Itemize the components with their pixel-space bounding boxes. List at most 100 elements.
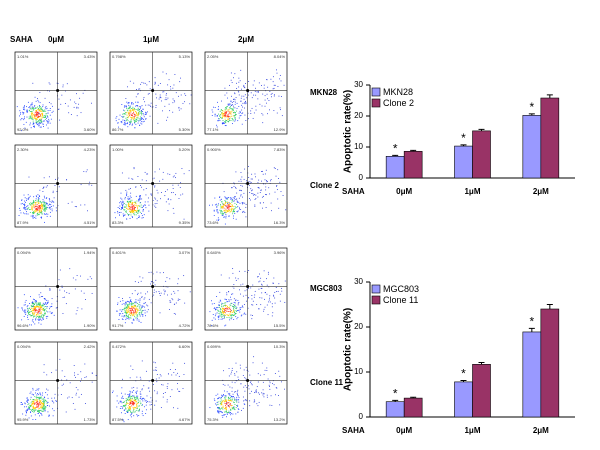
event-dot bbox=[32, 199, 34, 201]
event-dot bbox=[213, 308, 215, 309]
event-dot bbox=[172, 188, 174, 189]
event-dot bbox=[222, 312, 224, 314]
event-dot bbox=[42, 115, 44, 116]
event-dot bbox=[236, 405, 237, 407]
event-dot bbox=[57, 82, 59, 84]
event-dot bbox=[225, 308, 227, 310]
event-dot bbox=[133, 397, 135, 399]
event-dot bbox=[23, 107, 25, 109]
event-dot bbox=[37, 304, 39, 306]
event-dot bbox=[230, 405, 232, 407]
event-dot bbox=[245, 366, 247, 368]
event-dot bbox=[142, 404, 143, 406]
event-dot bbox=[36, 118, 37, 120]
event-dot bbox=[59, 289, 61, 291]
event-dot bbox=[236, 107, 238, 109]
event-dot bbox=[220, 318, 222, 320]
event-dot bbox=[74, 372, 75, 374]
event-dot bbox=[58, 98, 60, 100]
event-dot bbox=[134, 311, 136, 313]
event-dot bbox=[276, 387, 278, 389]
event-dot bbox=[36, 398, 38, 400]
event-dot bbox=[234, 373, 236, 375]
event-dot bbox=[225, 202, 226, 204]
event-dot bbox=[33, 114, 35, 116]
bar bbox=[403, 151, 423, 179]
event-dot bbox=[43, 314, 45, 316]
event-dot bbox=[176, 388, 178, 390]
event-dot bbox=[228, 109, 230, 111]
event-dot bbox=[25, 411, 27, 413]
event-dot bbox=[50, 204, 52, 206]
event-dot bbox=[136, 112, 138, 114]
event-dot bbox=[46, 197, 48, 199]
event-dot bbox=[55, 307, 57, 309]
event-dot bbox=[131, 397, 133, 399]
event-dot bbox=[222, 400, 224, 402]
event-dot bbox=[268, 301, 270, 303]
event-dot bbox=[32, 212, 34, 214]
event-dot bbox=[41, 213, 43, 215]
event-dot bbox=[128, 306, 130, 308]
event-dot bbox=[225, 395, 227, 397]
event-dot bbox=[47, 127, 49, 129]
event-dot bbox=[126, 208, 128, 210]
event-dot bbox=[120, 400, 122, 402]
event-dot bbox=[126, 218, 128, 220]
event-dot bbox=[43, 401, 44, 403]
event-dot bbox=[35, 100, 37, 102]
event-dot bbox=[137, 93, 139, 95]
event-dot bbox=[162, 91, 164, 93]
event-dot bbox=[135, 96, 137, 98]
event-dot bbox=[136, 311, 138, 313]
event-dot bbox=[135, 113, 137, 115]
event-dot bbox=[46, 203, 48, 205]
event-dot bbox=[51, 105, 53, 107]
event-dot bbox=[30, 310, 32, 312]
event-dot bbox=[33, 305, 35, 307]
event-dot bbox=[225, 120, 227, 122]
event-dot bbox=[126, 210, 127, 212]
event-dot bbox=[129, 297, 131, 299]
event-dot bbox=[233, 314, 235, 316]
gate-center bbox=[151, 285, 155, 289]
event-dot bbox=[237, 302, 239, 304]
event-dot bbox=[251, 189, 253, 191]
event-dot bbox=[19, 209, 21, 211]
event-dot bbox=[32, 318, 34, 320]
event-dot bbox=[129, 106, 131, 108]
event-dot bbox=[136, 410, 138, 411]
event-dot bbox=[32, 387, 34, 389]
event-dot bbox=[121, 397, 123, 399]
event-dot bbox=[238, 180, 240, 182]
event-dot bbox=[227, 109, 229, 111]
event-dot bbox=[20, 404, 22, 406]
event-dot bbox=[64, 90, 66, 92]
event-dot bbox=[34, 303, 35, 305]
event-dot bbox=[215, 394, 217, 396]
event-dot bbox=[228, 300, 230, 302]
event-dot bbox=[32, 216, 34, 218]
event-dot bbox=[172, 98, 174, 100]
event-dot bbox=[238, 112, 240, 114]
event-dot bbox=[266, 79, 268, 80]
event-dot bbox=[116, 116, 118, 118]
event-dot bbox=[53, 314, 55, 316]
event-dot bbox=[253, 80, 255, 82]
event-dot bbox=[39, 304, 41, 306]
event-dot bbox=[230, 299, 232, 301]
event-dot bbox=[25, 406, 27, 408]
column-label: 0μM bbox=[48, 35, 64, 44]
event-dot bbox=[234, 103, 236, 105]
event-dot bbox=[162, 110, 164, 112]
event-dot bbox=[231, 115, 233, 117]
event-dot bbox=[131, 293, 133, 295]
event-dot bbox=[45, 400, 47, 401]
event-dot bbox=[150, 105, 152, 107]
event-dot bbox=[233, 199, 235, 201]
event-dot bbox=[140, 118, 142, 120]
event-dot bbox=[41, 307, 43, 308]
event-dot bbox=[259, 103, 261, 105]
event-dot bbox=[38, 115, 40, 117]
event-dot bbox=[42, 403, 44, 405]
